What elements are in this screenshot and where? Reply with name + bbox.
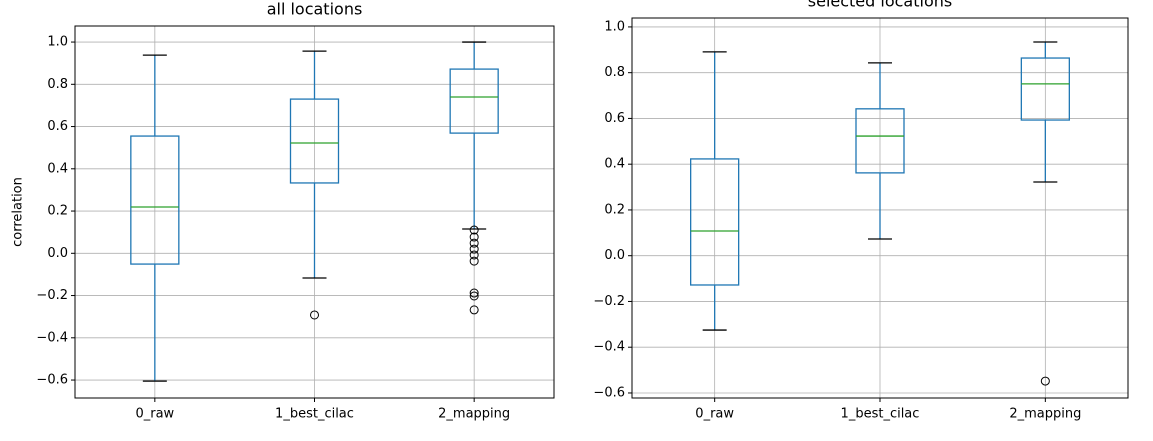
outlier <box>469 291 479 301</box>
y-tick-label: −0.2 <box>593 294 625 309</box>
outlier <box>310 310 319 320</box>
y-tick-label: 0.4 <box>47 161 68 176</box>
x-tick-label: 2_mapping <box>1009 407 1081 422</box>
y-tick-label: 0.8 <box>604 65 625 80</box>
outlier <box>469 250 479 260</box>
box <box>1020 57 1070 121</box>
y-tick-label: −0.6 <box>36 373 68 388</box>
outlier <box>1040 376 1050 386</box>
axes-title: all locations <box>267 0 363 19</box>
y-tick-label: −0.4 <box>593 340 625 355</box>
y-tick-label: 0.4 <box>604 157 625 172</box>
y-tick-label: 1.0 <box>604 19 625 34</box>
y-tick-label: 0.6 <box>47 119 68 134</box>
outlier <box>469 225 479 235</box>
box <box>855 108 905 174</box>
y-tick-label: 0.0 <box>47 246 68 261</box>
outlier <box>469 238 479 248</box>
box <box>690 158 740 286</box>
outlier <box>469 305 479 315</box>
y-axis-label: correlation <box>11 177 26 247</box>
y-tick-label: −0.4 <box>36 330 68 345</box>
axes-title: selected locations <box>808 0 952 11</box>
y-tick-label: 0.0 <box>604 248 625 263</box>
x-tick-label: 0_raw <box>135 407 174 422</box>
box <box>449 68 499 134</box>
outlier <box>469 288 479 298</box>
x-tick-label: 0_raw <box>695 407 734 422</box>
y-tick-label: 1.0 <box>47 35 68 50</box>
x-tick-label: 1_best_cilac <box>275 407 354 422</box>
box <box>130 135 180 265</box>
outlier <box>469 244 479 254</box>
y-tick-label: 0.2 <box>47 204 68 219</box>
outlier <box>469 256 479 266</box>
y-tick-label: 0.6 <box>604 111 625 126</box>
box <box>289 98 340 184</box>
x-tick-label: 1_best_cilac <box>841 407 920 422</box>
y-tick-label: 0.2 <box>604 202 625 217</box>
x-tick-label: 2_mapping <box>438 407 510 422</box>
outlier <box>469 232 479 242</box>
y-tick-label: −0.2 <box>36 288 68 303</box>
y-tick-label: 0.8 <box>47 77 68 92</box>
y-tick-label: −0.6 <box>593 385 625 400</box>
